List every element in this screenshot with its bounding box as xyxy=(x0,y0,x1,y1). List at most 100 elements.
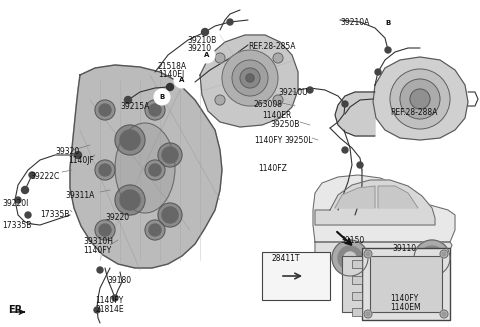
Circle shape xyxy=(375,69,381,75)
Polygon shape xyxy=(335,92,375,136)
Circle shape xyxy=(440,250,448,258)
Circle shape xyxy=(273,95,283,105)
Text: 1140FZ: 1140FZ xyxy=(258,164,287,173)
Text: 39310H: 39310H xyxy=(83,237,113,246)
Circle shape xyxy=(410,89,430,109)
Polygon shape xyxy=(313,175,455,242)
Text: A: A xyxy=(180,77,185,83)
Circle shape xyxy=(273,53,283,63)
Circle shape xyxy=(112,295,118,301)
Circle shape xyxy=(400,79,440,119)
Circle shape xyxy=(99,164,111,176)
Text: 1140FY: 1140FY xyxy=(390,294,418,303)
Circle shape xyxy=(240,68,260,88)
Bar xyxy=(362,248,450,320)
Circle shape xyxy=(215,53,225,63)
Text: FR.: FR. xyxy=(8,305,26,315)
Circle shape xyxy=(145,100,165,120)
Circle shape xyxy=(15,197,21,203)
Circle shape xyxy=(215,95,225,105)
Text: 1140FY: 1140FY xyxy=(83,246,111,255)
Text: 39220I: 39220I xyxy=(2,199,28,208)
Circle shape xyxy=(149,224,161,236)
Circle shape xyxy=(145,160,165,180)
Text: 17335B: 17335B xyxy=(2,221,31,230)
Circle shape xyxy=(95,100,115,120)
Bar xyxy=(262,252,330,300)
Circle shape xyxy=(95,160,115,180)
Circle shape xyxy=(99,104,111,116)
Circle shape xyxy=(202,28,208,36)
Text: 39215A: 39215A xyxy=(120,102,149,111)
Bar xyxy=(352,308,362,316)
Polygon shape xyxy=(335,186,375,208)
Circle shape xyxy=(414,240,450,276)
Text: 21814E: 21814E xyxy=(95,305,124,314)
Circle shape xyxy=(99,224,111,236)
Circle shape xyxy=(344,252,356,264)
Text: 1140FY: 1140FY xyxy=(254,136,282,145)
Text: 28411T: 28411T xyxy=(272,254,300,263)
Circle shape xyxy=(145,220,165,240)
Circle shape xyxy=(380,15,396,31)
Circle shape xyxy=(338,246,362,270)
Circle shape xyxy=(357,162,363,168)
Text: 39210U: 39210U xyxy=(278,88,308,97)
Circle shape xyxy=(158,203,182,227)
Text: 21518A: 21518A xyxy=(158,62,187,71)
Circle shape xyxy=(420,246,444,270)
Text: 1140FY: 1140FY xyxy=(95,296,123,305)
Circle shape xyxy=(97,267,103,273)
Text: 1140ER: 1140ER xyxy=(262,111,291,120)
Text: 39150: 39150 xyxy=(340,236,364,245)
Circle shape xyxy=(222,50,278,106)
Text: 39110: 39110 xyxy=(392,244,416,253)
Circle shape xyxy=(390,69,450,129)
Bar xyxy=(352,260,362,268)
Text: A: A xyxy=(204,52,210,58)
Polygon shape xyxy=(315,180,435,225)
Circle shape xyxy=(440,310,448,318)
Circle shape xyxy=(342,101,348,107)
Text: 39210: 39210 xyxy=(187,44,211,53)
Circle shape xyxy=(364,310,372,318)
Bar xyxy=(342,256,362,312)
Circle shape xyxy=(25,212,31,218)
Circle shape xyxy=(426,252,438,264)
Text: 39210A: 39210A xyxy=(340,18,370,27)
Text: 39210B: 39210B xyxy=(187,36,216,45)
Text: 39250B: 39250B xyxy=(270,120,300,129)
Circle shape xyxy=(120,190,140,210)
Text: REF.28-288A: REF.28-288A xyxy=(390,108,437,117)
Bar xyxy=(352,292,362,300)
Circle shape xyxy=(162,207,178,223)
Circle shape xyxy=(385,47,391,53)
Circle shape xyxy=(199,47,215,63)
Circle shape xyxy=(232,60,268,96)
Text: 39250L: 39250L xyxy=(284,136,312,145)
Circle shape xyxy=(124,96,132,104)
Text: 39311A: 39311A xyxy=(65,191,95,200)
Text: 39220: 39220 xyxy=(105,213,129,222)
Circle shape xyxy=(74,151,82,159)
Polygon shape xyxy=(373,57,468,140)
Circle shape xyxy=(22,186,28,194)
Text: 263008: 263008 xyxy=(254,100,283,109)
Polygon shape xyxy=(200,35,298,127)
Polygon shape xyxy=(70,65,222,268)
Circle shape xyxy=(246,74,254,82)
Circle shape xyxy=(227,19,233,25)
Bar xyxy=(370,256,442,312)
Bar xyxy=(352,276,362,284)
Circle shape xyxy=(332,240,368,276)
Circle shape xyxy=(115,125,145,155)
Circle shape xyxy=(442,252,446,256)
Text: B: B xyxy=(385,20,391,26)
Text: B: B xyxy=(159,94,165,100)
Text: 1140JF: 1140JF xyxy=(68,156,94,165)
Circle shape xyxy=(167,83,173,91)
Circle shape xyxy=(342,147,348,153)
Circle shape xyxy=(366,312,370,316)
Polygon shape xyxy=(315,242,452,260)
Circle shape xyxy=(162,147,178,163)
